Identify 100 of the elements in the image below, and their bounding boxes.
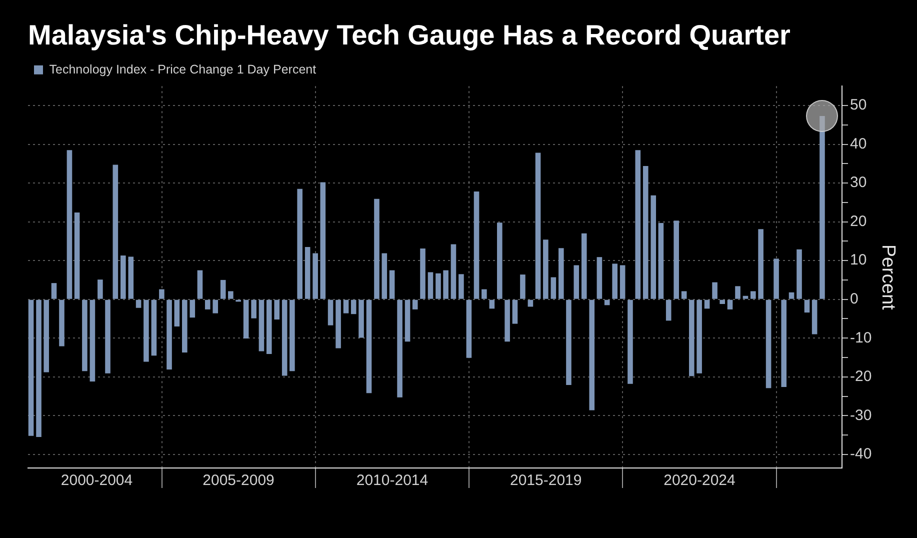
bar [620,265,626,299]
bar [666,300,672,321]
y-tick-label: 20 [850,212,867,230]
bar [66,150,72,299]
bar [105,300,110,374]
y-tick-label: -20 [850,368,872,386]
bar [781,300,787,387]
bar [159,289,164,299]
bar [59,300,64,346]
bar [681,291,687,299]
bar [44,300,49,372]
x-tick-label: 2010-2014 [356,472,428,490]
bar [512,300,518,324]
x-tick-label: 2020-2024 [664,472,736,490]
y-axis-title: Percent [877,244,898,311]
bar [520,274,526,299]
bar [320,182,326,299]
bar [120,256,126,299]
bar [658,222,664,299]
bar [635,150,641,299]
bar [282,300,288,376]
bar [696,300,702,374]
bar [674,220,679,299]
bar [274,300,280,320]
bar [144,300,149,362]
bar [612,264,618,299]
bar [358,300,364,338]
bar [90,300,96,382]
bar [450,244,456,299]
bar [727,300,733,310]
bar [566,300,572,386]
bar [428,272,434,299]
bar [336,300,341,348]
bar [581,233,587,299]
x-tick-label: 2015-2019 [510,472,582,490]
y-tick-label: -30 [850,406,872,424]
bar [420,248,426,299]
y-tick-label: 40 [850,135,867,152]
bar [212,300,218,314]
chart-title: Malaysia's Chip-Heavy Tech Gauge Has a Record Quarter [28,20,791,51]
bar [650,195,656,299]
bar [204,300,210,310]
bar [82,300,88,372]
x-tick-label: 2005-2009 [202,472,274,490]
bar [182,300,188,352]
bar [482,289,487,299]
legend-label: Technology Index - Price Change 1 Day Percent [49,62,317,76]
bar [466,300,472,358]
bar [266,300,272,354]
bar [712,282,718,299]
bar [297,188,302,299]
y-tick-label: -40 [850,446,872,463]
bar [128,256,134,299]
bar [412,300,418,310]
bar [642,166,648,299]
bar [704,300,710,309]
bar [443,270,448,299]
bar [574,265,580,299]
bar [343,300,349,314]
bar [812,300,818,334]
bar [28,300,34,436]
bar [550,277,556,299]
bar [258,300,264,352]
bar [197,270,203,299]
bar [374,198,380,299]
bar [720,300,726,304]
bar [689,300,694,376]
bar [558,248,564,299]
bar [243,300,249,339]
bar [397,300,402,398]
bar [796,249,802,299]
bar [251,300,256,318]
bar [497,222,502,299]
bar [304,247,310,299]
bar [436,273,441,299]
bar [74,212,80,299]
bar [788,292,794,299]
bar [51,283,57,299]
bar [535,152,541,299]
bar [766,300,772,388]
bar [750,291,756,299]
bar [389,270,395,299]
bar [596,257,602,299]
bar [489,300,495,309]
bar [543,240,548,299]
y-tick-label: 50 [850,96,867,114]
bar [290,300,295,372]
y-tick-label: 30 [850,174,867,192]
bar [136,300,142,308]
y-tick-label: 10 [850,252,867,269]
bar [166,300,172,370]
bar [774,258,779,299]
bar [589,300,595,410]
bar [742,296,748,299]
bar [220,280,226,299]
bar [36,300,42,437]
y-tick-label: -10 [850,329,872,346]
bar [404,300,410,342]
bar [458,274,464,299]
bar [228,291,234,299]
